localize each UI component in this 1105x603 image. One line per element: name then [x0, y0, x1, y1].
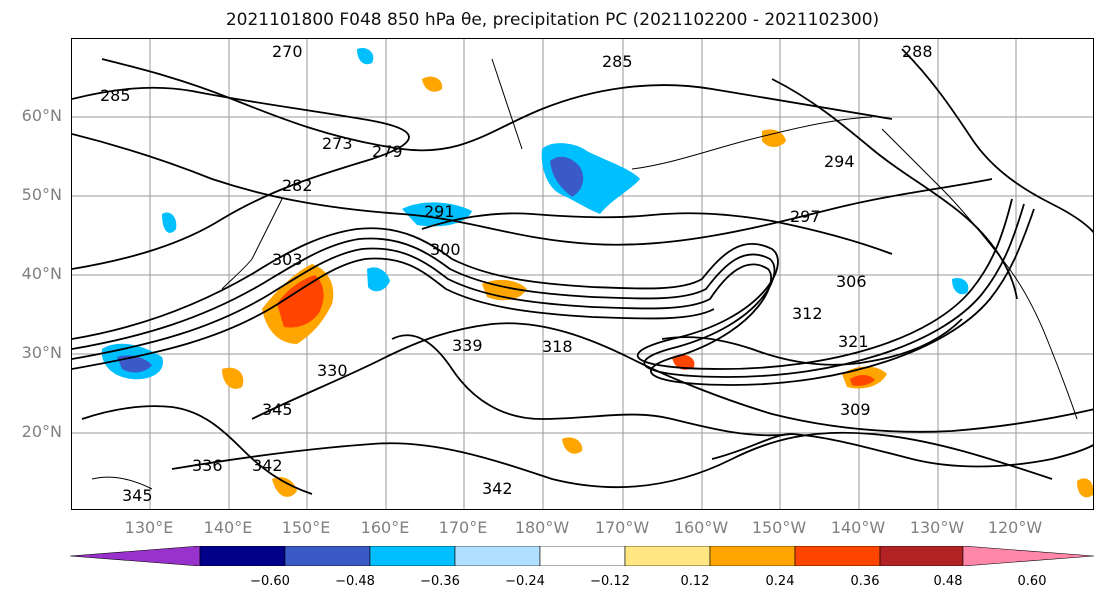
colorbar-segment — [794, 546, 881, 566]
contour-label: 339 — [452, 336, 483, 355]
lon-label-140e: 140°E — [203, 518, 253, 537]
contour-label: 306 — [836, 272, 867, 291]
contour-label: 288 — [902, 42, 933, 61]
lat-label-60n: 60°N — [21, 106, 62, 125]
contour-label: 318 — [542, 337, 573, 356]
lat-label-50n: 50°N — [21, 185, 62, 204]
colorbar-segment — [199, 546, 286, 566]
lat-label-40n: 40°N — [21, 264, 62, 283]
colorbar-segment — [539, 546, 626, 566]
lon-label-160w: 160°W — [673, 518, 729, 537]
colorbar-tick-label: −0.48 — [335, 574, 375, 589]
colorbar-segment — [369, 546, 456, 566]
contour-label: 291 — [424, 202, 455, 221]
contour-label: 342 — [252, 456, 283, 475]
colorbar-segment — [879, 546, 964, 566]
contour-label: 312 — [792, 304, 823, 323]
colorbar-tick-label: 0.48 — [933, 574, 963, 589]
colorbar-segment — [624, 546, 711, 566]
map-panel: 285 273 279 282 291 300 303 297 306 312 … — [71, 38, 1094, 510]
contour-labels: 285 273 279 282 291 300 303 297 306 312 … — [100, 42, 933, 505]
colorbar-tick-label: −0.12 — [590, 574, 630, 589]
lon-label-170w: 170°W — [594, 518, 650, 537]
colorbar-tick-label: 0.24 — [765, 574, 795, 589]
colorbar-segments — [70, 546, 1094, 566]
lon-label-180w: 180°W — [514, 518, 570, 537]
colorbar-segment — [284, 546, 371, 566]
colorbar-tick-label: 0.60 — [1017, 574, 1047, 589]
contour-label: 279 — [372, 142, 403, 161]
lon-label-120w: 120°W — [987, 518, 1043, 537]
lon-label-170e: 170°E — [438, 518, 488, 537]
colorbar-segment — [962, 546, 1094, 566]
lon-label-130e: 130°E — [124, 518, 174, 537]
colorbar-tick-label: 0.36 — [850, 574, 880, 589]
precip-shading — [101, 47, 1093, 498]
lon-label-150w: 150°W — [751, 518, 807, 537]
colorbar — [70, 546, 1094, 566]
map-title: 2021101800 F048 850 hPa θe, precipitatio… — [225, 10, 880, 30]
colorbar-tick-label: −0.36 — [420, 574, 460, 589]
contour-label: 282 — [282, 176, 313, 195]
lon-label-150e: 150°E — [281, 518, 331, 537]
colorbar-tick-label: −0.60 — [250, 574, 290, 589]
contour-label: 345 — [262, 400, 293, 419]
contour-label: 285 — [602, 52, 633, 71]
contour-label: 345 — [122, 486, 153, 505]
lon-label-130w: 130°W — [909, 518, 965, 537]
contour-label: 294 — [824, 152, 855, 171]
colorbar-segment — [454, 546, 541, 566]
colorbar-segment — [70, 546, 201, 566]
contour-label: 309 — [840, 400, 871, 419]
lon-label-140w: 140°W — [830, 518, 886, 537]
colorbar-segment — [709, 546, 796, 566]
lat-label-30n: 30°N — [21, 343, 62, 362]
contour-label: 336 — [192, 456, 223, 475]
contour-label: 285 — [100, 86, 131, 105]
contour-label: 303 — [272, 250, 303, 269]
lat-label-20n: 20°N — [21, 422, 62, 441]
contour-label: 300 — [430, 240, 461, 259]
contour-label: 321 — [838, 332, 869, 351]
colorbar-tick-label: −0.24 — [505, 574, 545, 589]
theta-e-contours — [72, 48, 1093, 495]
contour-label: 330 — [317, 361, 348, 380]
colorbar-tick-label: 0.12 — [680, 574, 710, 589]
contour-label: 270 — [272, 42, 303, 61]
graticule — [72, 39, 1093, 509]
map-canvas: 285 273 279 282 291 300 303 297 306 312 … — [72, 39, 1093, 509]
lon-label-160e: 160°E — [360, 518, 410, 537]
contour-label: 273 — [322, 134, 353, 153]
contour-label: 297 — [790, 207, 821, 226]
coastlines — [91, 58, 1078, 490]
contour-label: 342 — [482, 479, 513, 498]
